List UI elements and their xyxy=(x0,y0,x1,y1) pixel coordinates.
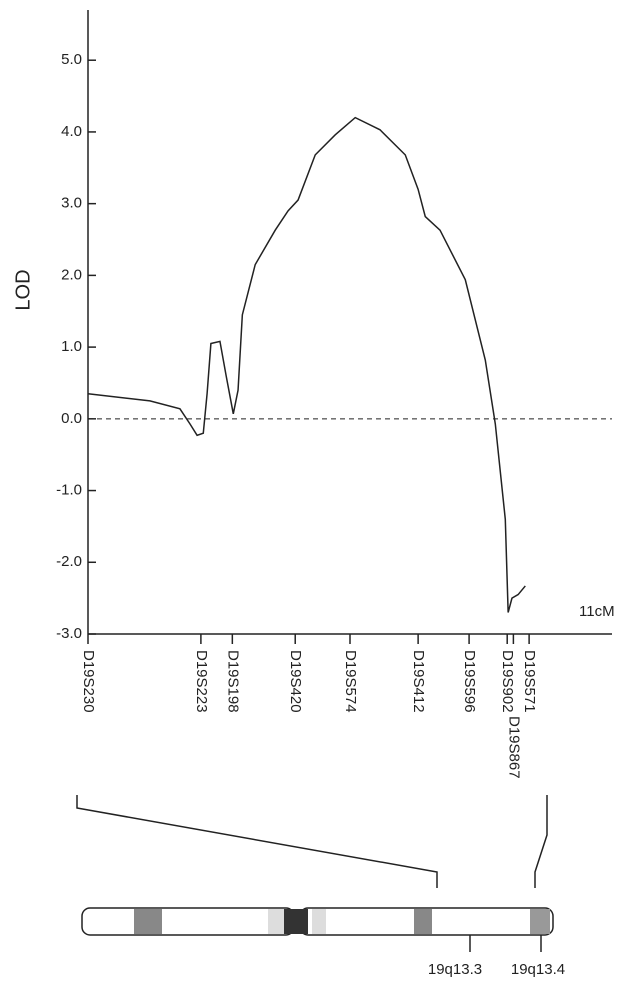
zoom-line xyxy=(534,795,548,888)
band xyxy=(268,909,284,934)
band-label: 19q13.3 xyxy=(428,961,482,978)
x-tick-label: D19S574 xyxy=(342,650,359,713)
x-tick-label: D19S596 xyxy=(461,650,478,713)
band xyxy=(134,909,162,934)
x-tick-label: D19S223 xyxy=(193,650,210,713)
x-axis-label: 11cM xyxy=(579,603,615,620)
lod-curve xyxy=(87,116,526,613)
chromosome-arm xyxy=(81,907,295,936)
y-tick-label: 4.0 xyxy=(61,123,82,140)
y-tick-label: 5.0 xyxy=(61,51,82,68)
band xyxy=(312,909,326,934)
y-tick-label: 0.0 xyxy=(61,410,82,427)
zoom-line xyxy=(76,795,438,888)
band xyxy=(414,909,432,934)
x-tick-label: D19S230 xyxy=(80,650,97,713)
band xyxy=(530,909,550,934)
band-label: 19q13.4 xyxy=(511,961,565,978)
x-tick-label: D19S867 xyxy=(505,716,522,779)
ideogram xyxy=(76,795,554,952)
y-tick-label: 1.0 xyxy=(61,338,82,355)
y-tick-label: -3.0 xyxy=(56,625,82,642)
x-tick-label: D19S571 xyxy=(521,650,538,713)
y-tick-label: -1.0 xyxy=(56,482,82,499)
y-tick-label: 2.0 xyxy=(61,266,82,283)
y-tick-label: -2.0 xyxy=(56,553,82,570)
x-tick-label: D19S902 xyxy=(499,650,516,713)
centromere xyxy=(284,909,308,934)
y-tick-label: 3.0 xyxy=(61,195,82,212)
y-axis-label: LOD xyxy=(12,269,34,310)
x-tick-label: D19S412 xyxy=(410,650,427,713)
x-tick-label: D19S420 xyxy=(287,650,304,713)
x-tick-label: D19S198 xyxy=(224,650,241,713)
